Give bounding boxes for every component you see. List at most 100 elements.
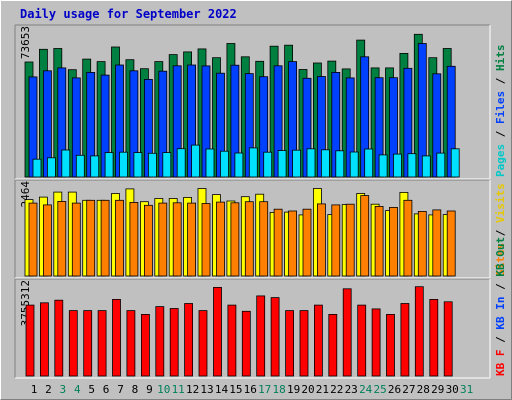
- bar-sites-day-10: [158, 202, 168, 277]
- x-tick-day-14: 14: [215, 383, 229, 396]
- bar-pages-day-8: [133, 152, 143, 178]
- bar-sites-day-22: [331, 204, 341, 277]
- x-tick-day-7: 7: [117, 383, 124, 396]
- bar-kb-f-day-17: [256, 295, 266, 377]
- x-tick-day-20: 20: [301, 383, 314, 396]
- legend-entry: Files: [494, 91, 507, 124]
- bar-sites-day-5: [86, 199, 96, 277]
- legend-entry: KB F: [494, 350, 507, 377]
- x-tick-day-3: 3: [59, 383, 66, 396]
- bar-sites-day-30: [446, 210, 456, 277]
- legend-entry: KB Out: [494, 237, 507, 277]
- bar-sites-day-4: [71, 202, 81, 277]
- bar-kb-f-day-2: [40, 302, 49, 377]
- bar-sites-day-25: [374, 205, 384, 277]
- bar-kb-f-day-13: [198, 310, 208, 377]
- x-tick-day-21: 21: [316, 383, 329, 396]
- x-tick-day-29: 29: [431, 383, 444, 396]
- x-tick-day-1: 1: [31, 383, 38, 396]
- x-tick-day-16: 16: [244, 383, 257, 396]
- bar-kb-f-day-18: [270, 297, 280, 377]
- bar-pages-day-10: [162, 152, 172, 178]
- bar-kb-f-day-7: [112, 298, 121, 377]
- bar-sites-day-3: [57, 200, 67, 277]
- x-tick-day-24: 24: [359, 383, 373, 396]
- bar-sites-day-14: [216, 201, 225, 277]
- bar-pages-day-16: [248, 147, 258, 178]
- bar-pages-day-2: [47, 157, 56, 178]
- legend-panel3: KB F / KB In / KB Out: [494, 237, 507, 376]
- bar-kb-f-day-26: [386, 313, 395, 377]
- bar-pages-day-13: [205, 148, 215, 178]
- bar-pages-day-30: [450, 148, 460, 178]
- bar-kb-f-day-14: [213, 286, 222, 377]
- bar-kb-f-day-3: [54, 299, 64, 377]
- bar-pages-day-22: [335, 150, 345, 178]
- bar-sites-day-24: [360, 195, 370, 277]
- x-tick-day-2: 2: [45, 383, 52, 396]
- y-max-label: 73653: [19, 26, 32, 59]
- x-tick-day-12: 12: [186, 383, 199, 396]
- bar-kb-f-day-6: [97, 310, 107, 377]
- x-tick-day-11: 11: [172, 383, 185, 396]
- bar-kb-f-day-11: [169, 308, 179, 377]
- bar-kb-f-day-25: [371, 308, 381, 377]
- legend-entry: /: [494, 71, 507, 91]
- bar-pages-day-11: [176, 148, 186, 178]
- bar-sites-day-6: [100, 199, 110, 277]
- bar-sites-day-26: [389, 206, 398, 277]
- legend-entry: /: [494, 124, 507, 144]
- x-tick-day-27: 27: [402, 383, 415, 396]
- bar-sites-day-13: [201, 203, 211, 277]
- bar-sites-day-28: [417, 210, 427, 277]
- x-tick-day-18: 18: [272, 383, 285, 396]
- bar-pages-day-19: [292, 149, 302, 178]
- bar-sites-day-9: [143, 204, 153, 277]
- panel-background: [15, 279, 490, 378]
- bar-sites-day-1: [28, 202, 38, 277]
- bar-pages-day-14: [220, 150, 229, 178]
- x-tick-day-30: 30: [446, 383, 459, 396]
- bar-sites-day-27: [403, 199, 413, 277]
- bar-sites-day-2: [43, 204, 52, 277]
- bar-kb-f-day-16: [241, 310, 251, 377]
- bar-kb-f-day-12: [184, 303, 194, 377]
- bar-pages-day-3: [61, 149, 71, 178]
- bar-kb-f-day-15: [227, 304, 237, 377]
- bar-sites-day-29: [432, 209, 442, 277]
- bar-pages-day-24: [364, 148, 374, 178]
- x-tick-day-13: 13: [200, 383, 213, 396]
- bar-pages-day-27: [407, 153, 417, 178]
- legend-entry: Sites: [494, 243, 507, 276]
- bar-sites-day-12: [187, 202, 197, 277]
- legend-entry: Hits: [494, 45, 507, 72]
- bar-pages-day-28: [421, 155, 431, 178]
- bar-sites-day-23: [345, 203, 355, 277]
- bar-sites-day-15: [230, 202, 240, 277]
- bar-sites-day-21: [316, 203, 326, 277]
- bar-pages-day-21: [320, 149, 330, 178]
- bar-kb-f-day-21: [313, 304, 323, 377]
- bar-kb-f-day-24: [357, 304, 367, 377]
- bar-kb-f-day-20: [299, 310, 309, 377]
- bar-pages-day-1: [32, 158, 42, 178]
- bar-kb-f-day-4: [68, 310, 78, 377]
- bar-sites-day-20: [302, 208, 312, 277]
- x-tick-day-23: 23: [345, 383, 358, 396]
- bar-pages-day-18: [277, 150, 287, 178]
- bar-pages-day-4: [75, 154, 85, 178]
- bar-pages-day-9: [147, 152, 157, 178]
- bar-pages-day-17: [263, 151, 273, 178]
- bar-sites-day-8: [129, 201, 139, 277]
- bar-kb-f-day-19: [285, 310, 295, 377]
- bar-pages-day-5: [90, 155, 100, 178]
- bar-pages-day-6: [104, 152, 114, 178]
- legend-entry: /: [494, 277, 507, 297]
- x-tick-day-22: 22: [330, 383, 343, 396]
- bar-sites-day-18: [273, 208, 283, 277]
- bar-kb-f-day-28: [414, 286, 424, 377]
- bar-kb-f-day-10: [155, 306, 165, 377]
- bar-sites-day-7: [115, 199, 124, 277]
- bar-pages-day-25: [378, 154, 388, 178]
- bar-kb-f-day-22: [328, 313, 338, 377]
